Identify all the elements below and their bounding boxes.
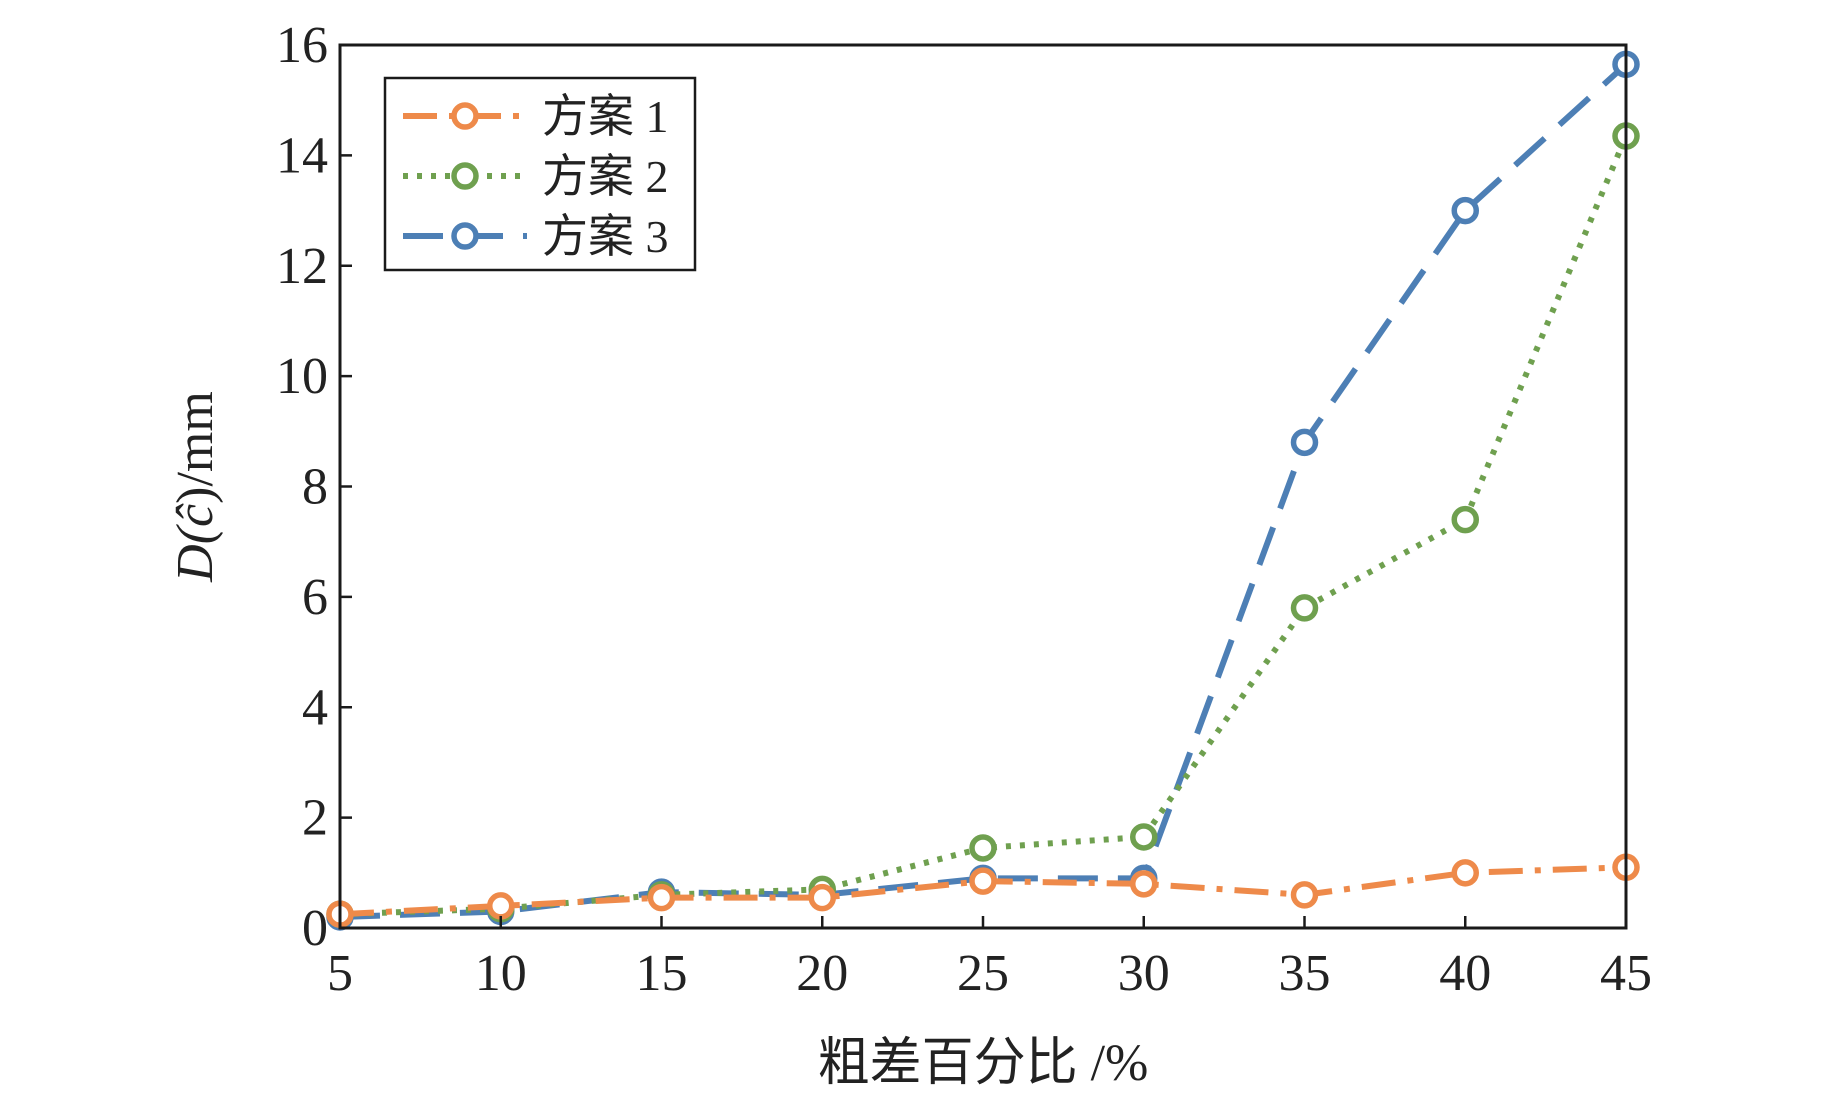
- y-tick-label: 4: [302, 679, 328, 736]
- y-tick-label: 0: [302, 900, 328, 957]
- y-axis-title: D(ĉ)/mm: [167, 391, 224, 583]
- legend: 方案 1 方案 2 方案 3: [383, 76, 697, 272]
- series-layer: [326, 50, 1640, 931]
- series-1-point: [1290, 881, 1319, 909]
- y-tick-label: 10: [276, 348, 328, 405]
- x-tick-label: 45: [1600, 945, 1652, 1002]
- x-tick-label: 20: [796, 945, 848, 1002]
- y-axis-title-prefix: D(: [167, 524, 224, 583]
- series-1-point: [969, 867, 997, 895]
- series-1-point: [1130, 870, 1158, 898]
- x-tick-label: 35: [1279, 945, 1331, 1002]
- y-axis-title-suffix: )/mm: [167, 391, 224, 504]
- series-2-point: [1451, 505, 1479, 534]
- legend-label: 方案 3: [542, 211, 669, 262]
- legend-swatch-marker: [451, 222, 479, 250]
- x-tick-label: 15: [636, 945, 688, 1002]
- series-2-point: [1290, 594, 1319, 622]
- series-3-point: [1290, 428, 1319, 457]
- y-axis-title-symbol: ĉ: [167, 503, 224, 527]
- legend-item-3: 方案 3: [403, 211, 669, 262]
- series-2-point: [969, 834, 997, 862]
- series-3-point: [1451, 196, 1479, 225]
- axis-ticks: 5 10 15 20 25 30 35 40 45 0 2 4 6 8 10 12 14 16: [276, 17, 1652, 1002]
- series-1-point: [647, 883, 676, 912]
- x-tick-label: 25: [957, 945, 1009, 1002]
- y-tick-label: 2: [302, 790, 328, 847]
- legend-item-1: 方案 1: [403, 91, 669, 142]
- legend-item-2: 方案 2: [403, 151, 669, 202]
- series-1-point: [487, 892, 515, 920]
- legend-swatch-marker: [451, 102, 479, 130]
- series-1-point: [808, 883, 836, 912]
- legend-label: 方案 1: [542, 91, 669, 142]
- series-2-point: [1130, 823, 1158, 851]
- y-tick-label: 14: [276, 127, 328, 184]
- x-tick-label: 30: [1118, 945, 1170, 1002]
- series-1-point: [1451, 859, 1479, 887]
- y-tick-label: 16: [276, 17, 328, 74]
- legend-swatch-marker: [451, 162, 479, 190]
- legend-items: 方案 1 方案 2 方案 3: [403, 91, 669, 262]
- x-tick-label: 10: [475, 945, 527, 1002]
- x-axis-title: 粗差百分比 /%: [818, 1035, 1149, 1092]
- y-tick-label: 6: [302, 569, 328, 626]
- legend-label: 方案 2: [542, 151, 669, 202]
- x-tick-label: 5: [327, 945, 353, 1002]
- y-tick-label: 12: [276, 238, 328, 295]
- y-tick-label: 8: [302, 459, 328, 516]
- x-tick-label: 40: [1439, 945, 1491, 1002]
